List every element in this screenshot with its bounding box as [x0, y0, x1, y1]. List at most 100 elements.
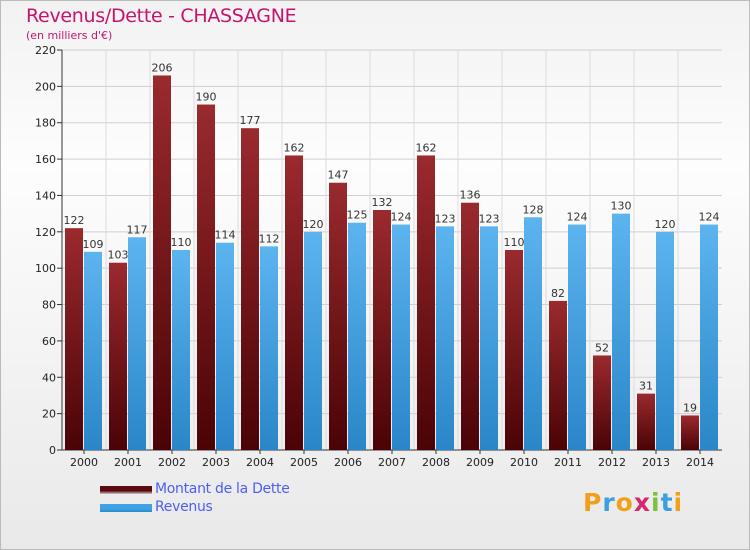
data-label-revenus: 125 — [347, 209, 368, 222]
y-tick-label: 180 — [35, 117, 56, 130]
bar-revenus — [84, 251, 102, 450]
proxiti-logo: Proxiti — [583, 488, 683, 517]
x-tick-label: 2011 — [554, 456, 582, 469]
data-labels: 122 109 103 117 206 110 190 114 177 112 162 120 147 1… — [64, 61, 720, 414]
data-label-revenus: 124 — [567, 211, 588, 224]
data-label-revenus: 128 — [523, 203, 544, 216]
data-label-dette: 122 — [64, 214, 85, 227]
data-label-dette: 52 — [595, 341, 609, 354]
x-tick-label: 2008 — [422, 456, 450, 469]
bar-revenus — [260, 246, 278, 450]
data-label-revenus: 124 — [699, 211, 720, 224]
data-label-revenus: 112 — [259, 232, 280, 245]
logo-letter: P — [583, 488, 603, 517]
y-tick-label: 220 — [35, 44, 56, 57]
legend-label-dette: Montant de la Dette — [155, 481, 290, 497]
x-tick-label: 2007 — [378, 456, 406, 469]
bar-dette — [373, 210, 391, 450]
data-label-dette: 132 — [372, 196, 393, 209]
legend-label-revenus: Revenus — [155, 499, 213, 515]
data-label-revenus: 120 — [303, 218, 324, 231]
bar-dette — [461, 202, 479, 450]
x-tick-label: 2000 — [70, 456, 98, 469]
bar-revenus — [524, 217, 542, 450]
bar-dette — [241, 128, 259, 450]
bar-revenus — [304, 231, 322, 450]
y-tick-label: 160 — [35, 153, 56, 166]
data-label-dette: 162 — [416, 141, 437, 154]
bar-revenus — [348, 222, 366, 450]
data-label-dette: 19 — [683, 401, 697, 414]
bar-revenus — [700, 224, 718, 450]
x-tick-label: 2014 — [686, 456, 714, 469]
bar-dette — [505, 250, 523, 450]
bar-dette — [197, 104, 215, 450]
data-label-dette: 31 — [639, 380, 653, 393]
bar-revenus — [392, 224, 410, 450]
bar-dette — [65, 228, 83, 450]
chart-subtitle: (en milliers d'€) — [26, 29, 113, 42]
data-label-dette: 206 — [152, 61, 173, 74]
y-tick-label: 100 — [35, 262, 56, 275]
data-label-dette: 162 — [284, 141, 305, 154]
bar-dette — [329, 182, 347, 450]
bar-dette — [109, 262, 127, 450]
legend-swatch-dette — [100, 486, 152, 494]
bar-dette — [417, 155, 435, 451]
data-label-dette: 82 — [551, 287, 565, 300]
y-tick-label: 40 — [42, 371, 56, 384]
data-label-dette: 110 — [504, 236, 525, 249]
data-label-revenus: 124 — [391, 211, 412, 224]
data-label-revenus: 110 — [171, 236, 192, 249]
logo-letter: i — [651, 488, 661, 517]
x-tick-label: 2001 — [114, 456, 142, 469]
bar-dette — [549, 300, 567, 450]
x-tick-label: 2004 — [246, 456, 274, 469]
x-tick-label: 2005 — [290, 456, 318, 469]
x-tick-label: 2003 — [202, 456, 230, 469]
data-label-dette: 177 — [240, 114, 261, 127]
x-tick-label: 2002 — [158, 456, 186, 469]
data-label-revenus: 109 — [83, 238, 104, 251]
data-label-dette: 147 — [328, 169, 349, 182]
bar-revenus — [480, 226, 498, 450]
data-label-dette: 136 — [460, 189, 481, 202]
y-tick-label: 200 — [35, 80, 56, 93]
data-label-dette: 190 — [196, 91, 217, 104]
x-tick-label: 2009 — [466, 456, 494, 469]
logo-letter: r — [602, 488, 616, 517]
y-tick-label: 120 — [35, 226, 56, 239]
logo-letter: t — [660, 488, 674, 517]
legend-swatch-revenus — [100, 504, 152, 512]
logo-letter: o — [615, 488, 634, 517]
y-tick-label: 60 — [42, 335, 56, 348]
bar-dette — [637, 393, 655, 450]
y-tick-label: 140 — [35, 189, 56, 202]
bar-revenus — [612, 213, 630, 450]
logo-letter: i — [673, 488, 684, 517]
x-tick-label: 2010 — [510, 456, 538, 469]
y-tick-label: 80 — [42, 299, 56, 312]
x-tick-label: 2006 — [334, 456, 362, 469]
data-label-revenus: 120 — [655, 218, 676, 231]
data-label-revenus: 123 — [435, 212, 456, 225]
bar-revenus — [128, 237, 146, 450]
data-label-revenus: 114 — [215, 229, 236, 242]
bars — [65, 75, 718, 451]
data-label-revenus: 117 — [127, 223, 148, 236]
bar-revenus — [216, 242, 234, 450]
bar-dette — [593, 355, 611, 450]
data-label-revenus: 123 — [479, 212, 500, 225]
y-tick-label: 0 — [49, 444, 56, 457]
bar-revenus — [172, 250, 190, 450]
data-label-revenus: 130 — [611, 200, 632, 213]
bar-revenus — [436, 226, 454, 450]
data-label-dette: 103 — [108, 249, 129, 262]
x-tick-label: 2013 — [642, 456, 670, 469]
bar-revenus — [656, 231, 674, 450]
bar-dette — [681, 415, 699, 450]
chart-title: Revenus/Dette - CHASSAGNE — [26, 5, 297, 27]
bar-revenus — [568, 224, 586, 450]
x-tick-label: 2012 — [598, 456, 626, 469]
